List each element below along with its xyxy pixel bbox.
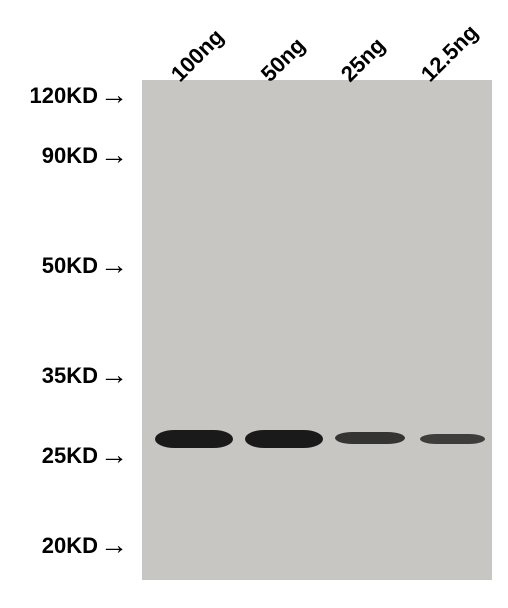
band-2 [335, 432, 405, 444]
lane-label-2: 25ng [336, 32, 391, 87]
blot-container: 100ng50ng25ng12.5ng 120KD→90KD→50KD→35KD… [0, 0, 508, 608]
marker-label-3: 35KD [8, 363, 98, 389]
marker-label-2: 50KD [8, 253, 98, 279]
marker-arrow-5: → [100, 529, 128, 561]
lane-label-0: 100ng [166, 24, 229, 87]
lane-label-1: 50ng [256, 32, 311, 87]
marker-arrow-0: → [100, 79, 128, 111]
band-0 [155, 430, 233, 448]
marker-arrow-3: → [100, 359, 128, 391]
marker-label-4: 25KD [8, 443, 98, 469]
marker-label-5: 20KD [8, 533, 98, 559]
blot-membrane [142, 80, 492, 580]
lane-label-3: 12.5ng [416, 20, 484, 88]
marker-arrow-1: → [100, 139, 128, 171]
marker-arrow-2: → [100, 249, 128, 281]
marker-label-0: 120KD [8, 83, 98, 109]
marker-label-1: 90KD [8, 143, 98, 169]
marker-arrow-4: → [100, 439, 128, 471]
band-1 [245, 430, 323, 448]
band-3 [420, 434, 485, 444]
